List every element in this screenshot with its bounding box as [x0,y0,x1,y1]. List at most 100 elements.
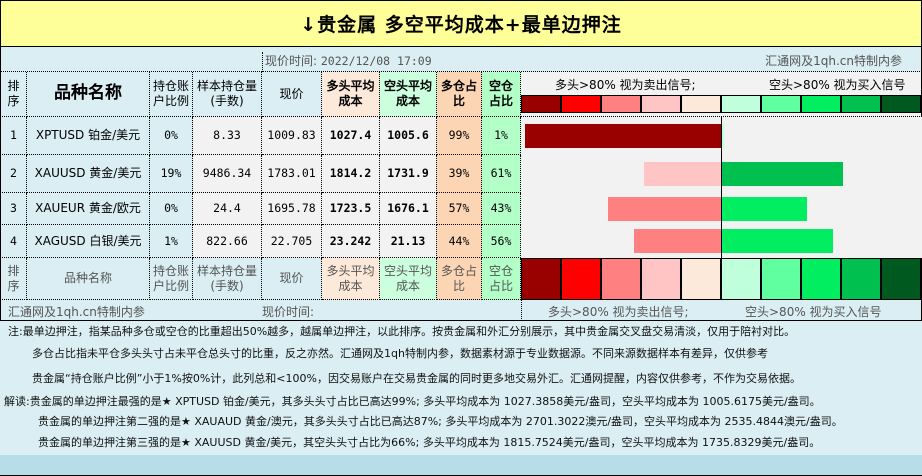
top-color-swatch-8 [801,95,841,113]
top-header-short-cost: 空头平均成本 [380,72,437,117]
top-color-swatch-4 [641,95,681,113]
note-line-1: 注:最单边押注，指某品种多仓或空仓的比重超出50%越多，越属单边押注，以此排序。… [8,325,796,338]
footer-source: 汇通网及1qh.cn特制内参 [8,305,145,319]
top-color-swatch-6 [721,95,761,113]
analysis-line-2: 贵金属的单边押注第二强的是★ XAUAUD 黄金/澳元，其多头头寸占比已高达87… [38,415,843,428]
bottom-color-swatch-7 [761,258,801,300]
row-3-account-ratio: 0% [150,193,193,225]
analysis-line-3: 贵金属的单边押注第三强的是★ XAUUSD 黄金/美元，其空头头寸占比为66%;… [38,436,821,449]
row-2-account-ratio: 19% [150,155,193,193]
row-4-price: 22.705 [262,225,322,258]
footer-buy-legend: 空头>80% 视为买入信号 [745,305,882,319]
row-4-account-ratio: 1% [150,225,193,258]
row-2-long-cost: 1814.2 [322,155,380,193]
bottom-color-swatch-9 [841,258,881,300]
long-bar-1 [524,123,721,148]
row-4-long-cost: 23.242 [322,225,380,258]
time-row: 现价时间: 2022/12/08 17:09 [262,52,432,72]
bottom-header-name: 品种名称 [27,258,150,300]
footer-time-label: 现价时间: [262,305,315,319]
position-chart [521,117,922,258]
row-1-sample-size: 8.33 [193,117,262,155]
row-2-short-cost: 1731.9 [380,155,437,193]
row-3-long-pct: 57% [437,193,482,225]
top-color-swatch-7 [761,95,801,113]
note-line-2: 多仓占比指未平仓多头头寸占未平仓总头寸的比重，反之亦然。汇通网及1qh特制内参，… [32,347,768,360]
bottom-color-swatch-1 [521,258,561,300]
row-2-rank: 2 [0,155,27,193]
top-color-swatch-10 [881,95,921,113]
bottom-color-swatch-2 [561,258,601,300]
note-line-3: 贵金属“持仓账户比例”小于1%按0%计，此列总和<100%，因交易账户在交易贵金… [32,372,801,385]
time-label: 现价时间: [265,54,318,68]
top-color-swatch-1 [521,95,561,113]
row-1-price: 1009.83 [262,117,322,155]
row-3-long-cost: 1723.5 [322,193,380,225]
row-3-rank: 3 [0,193,27,225]
bottom-header-price: 现价 [262,258,322,300]
row-2-price: 1783.01 [262,155,322,193]
bottom-header-short-pct: 空仓占比 [482,258,521,300]
top-header-long-cost: 多头平均成本 [322,72,380,117]
bottom-color-swatch-3 [601,258,641,300]
top-header-short-pct: 空仓占比 [482,72,521,117]
row-4-sample-size: 822.66 [193,225,262,258]
sell-legend: 多头>80% 视为卖出信号; [555,78,696,92]
bottom-header-long-pct: 多仓占比 [437,258,482,300]
top-color-swatch-3 [601,95,641,113]
time-value: 2022/12/08 17:09 [320,54,432,68]
short-bar-4 [722,229,833,253]
top-color-swatch-5 [681,95,721,113]
bottom-header-account-ratio: 持仓账户比例 [150,258,193,300]
row-1-account-ratio: 0% [150,117,193,155]
row-1-short-cost: 1005.6 [380,117,437,155]
top-header-long-pct: 多仓占比 [437,72,482,117]
bottom-header-short-cost: 空头平均成本 [380,258,437,300]
top-color-swatch-2 [561,95,601,113]
row-1-name: XPTUSD 铂金/美元 [27,117,150,155]
bottom-color-swatch-10 [881,258,921,300]
row-3-name: XAUEUR 黄金/欧元 [27,193,150,225]
top-header-sample-size: 样本持仓量(手数) [193,72,262,117]
legend-top: 多头>80% 视为卖出信号; 空头>80% 视为买入信号 [521,72,922,117]
top-color-swatch-9 [841,95,881,113]
bottom-header-long-cost: 多头平均成本 [322,258,380,300]
row-1-long-pct: 99% [437,117,482,155]
short-bar-3 [722,196,808,221]
row-3-price: 1695.78 [262,193,322,225]
bottom-color-swatch-4 [641,258,681,300]
top-header-name: 品种名称 [27,72,150,117]
legend-bottom [521,258,922,300]
row-3-sample-size: 24.4 [193,193,262,225]
row-2-long-pct: 39% [437,155,482,193]
analysis-line-1: 解读:贵金属的单边押注最强的是★ XPTUSD 铂金/美元，其多头头寸占比已高达… [4,395,821,408]
row-4-short-cost: 21.13 [380,225,437,258]
row-4-long-pct: 44% [437,225,482,258]
long-bar-3 [608,196,721,221]
short-bar-2 [722,161,843,186]
bottom-header-sample-size: 样本持仓量(手数) [193,258,262,300]
row-3-short-pct: 43% [482,193,521,225]
row-3-short-cost: 1676.1 [380,193,437,225]
row-4-name: XAGUSD 白银/美元 [27,225,150,258]
long-bar-2 [643,161,721,186]
bottom-color-swatch-5 [681,258,721,300]
row-1-rank: 1 [0,117,27,155]
row-1-short-pct: 1% [482,117,521,155]
footer-sell-legend: 多头>80% 视为卖出信号; [548,305,689,319]
center-axis [721,117,722,258]
row-2-short-pct: 61% [482,155,521,193]
bottom-header-rank: 排序 [0,258,27,300]
row-4-rank: 4 [0,225,27,258]
top-header-rank: 排序 [0,72,27,117]
top-header-account-ratio: 持仓账户比例 [150,72,193,117]
row-2-sample-size: 9486.34 [193,155,262,193]
row-1-long-cost: 1027.4 [322,117,380,155]
source-label: 汇通网及1qh.cn特制内参 [765,54,902,68]
row-4-short-pct: 56% [482,225,521,258]
bottom-color-swatch-6 [721,258,761,300]
bottom-color-swatch-8 [801,258,841,300]
row-2-name: XAUUSD 黄金/美元 [27,155,150,193]
page-title: ↓贵金属 多空平均成本+最单边押注 [0,0,922,47]
short-bar-1 [722,123,724,148]
